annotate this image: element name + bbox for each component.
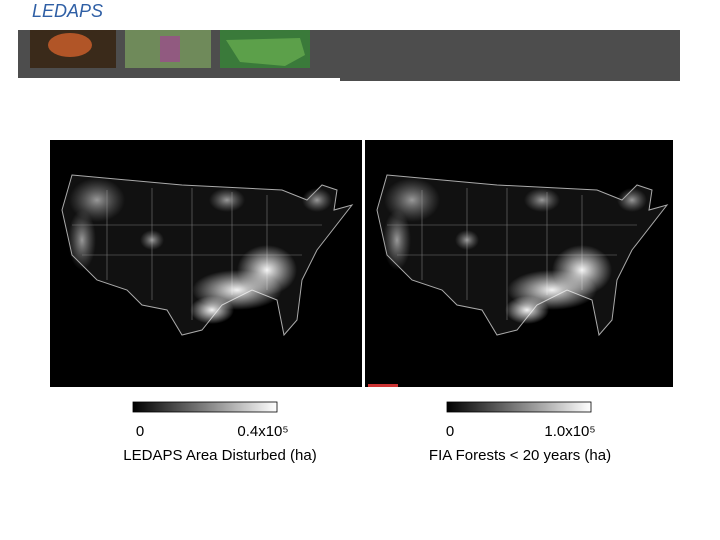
header-rule	[18, 78, 340, 81]
caption: FIA Forests < 20 years (ha)	[429, 447, 611, 464]
scale-max: 0.4x10⁵	[237, 423, 288, 440]
colorbar	[446, 401, 592, 413]
caption: LEDAPS Area Disturbed (ha)	[123, 447, 316, 464]
scale-min: 0	[446, 423, 454, 440]
map-left	[50, 140, 362, 387]
thumbnails	[30, 30, 310, 68]
scale-max: 1.0x10⁵	[544, 423, 595, 440]
header-band	[18, 30, 680, 81]
map-right	[365, 140, 673, 387]
scale-min: 0	[136, 423, 144, 440]
colorbar	[132, 401, 278, 413]
header-title: LEDAPS	[32, 1, 103, 21]
